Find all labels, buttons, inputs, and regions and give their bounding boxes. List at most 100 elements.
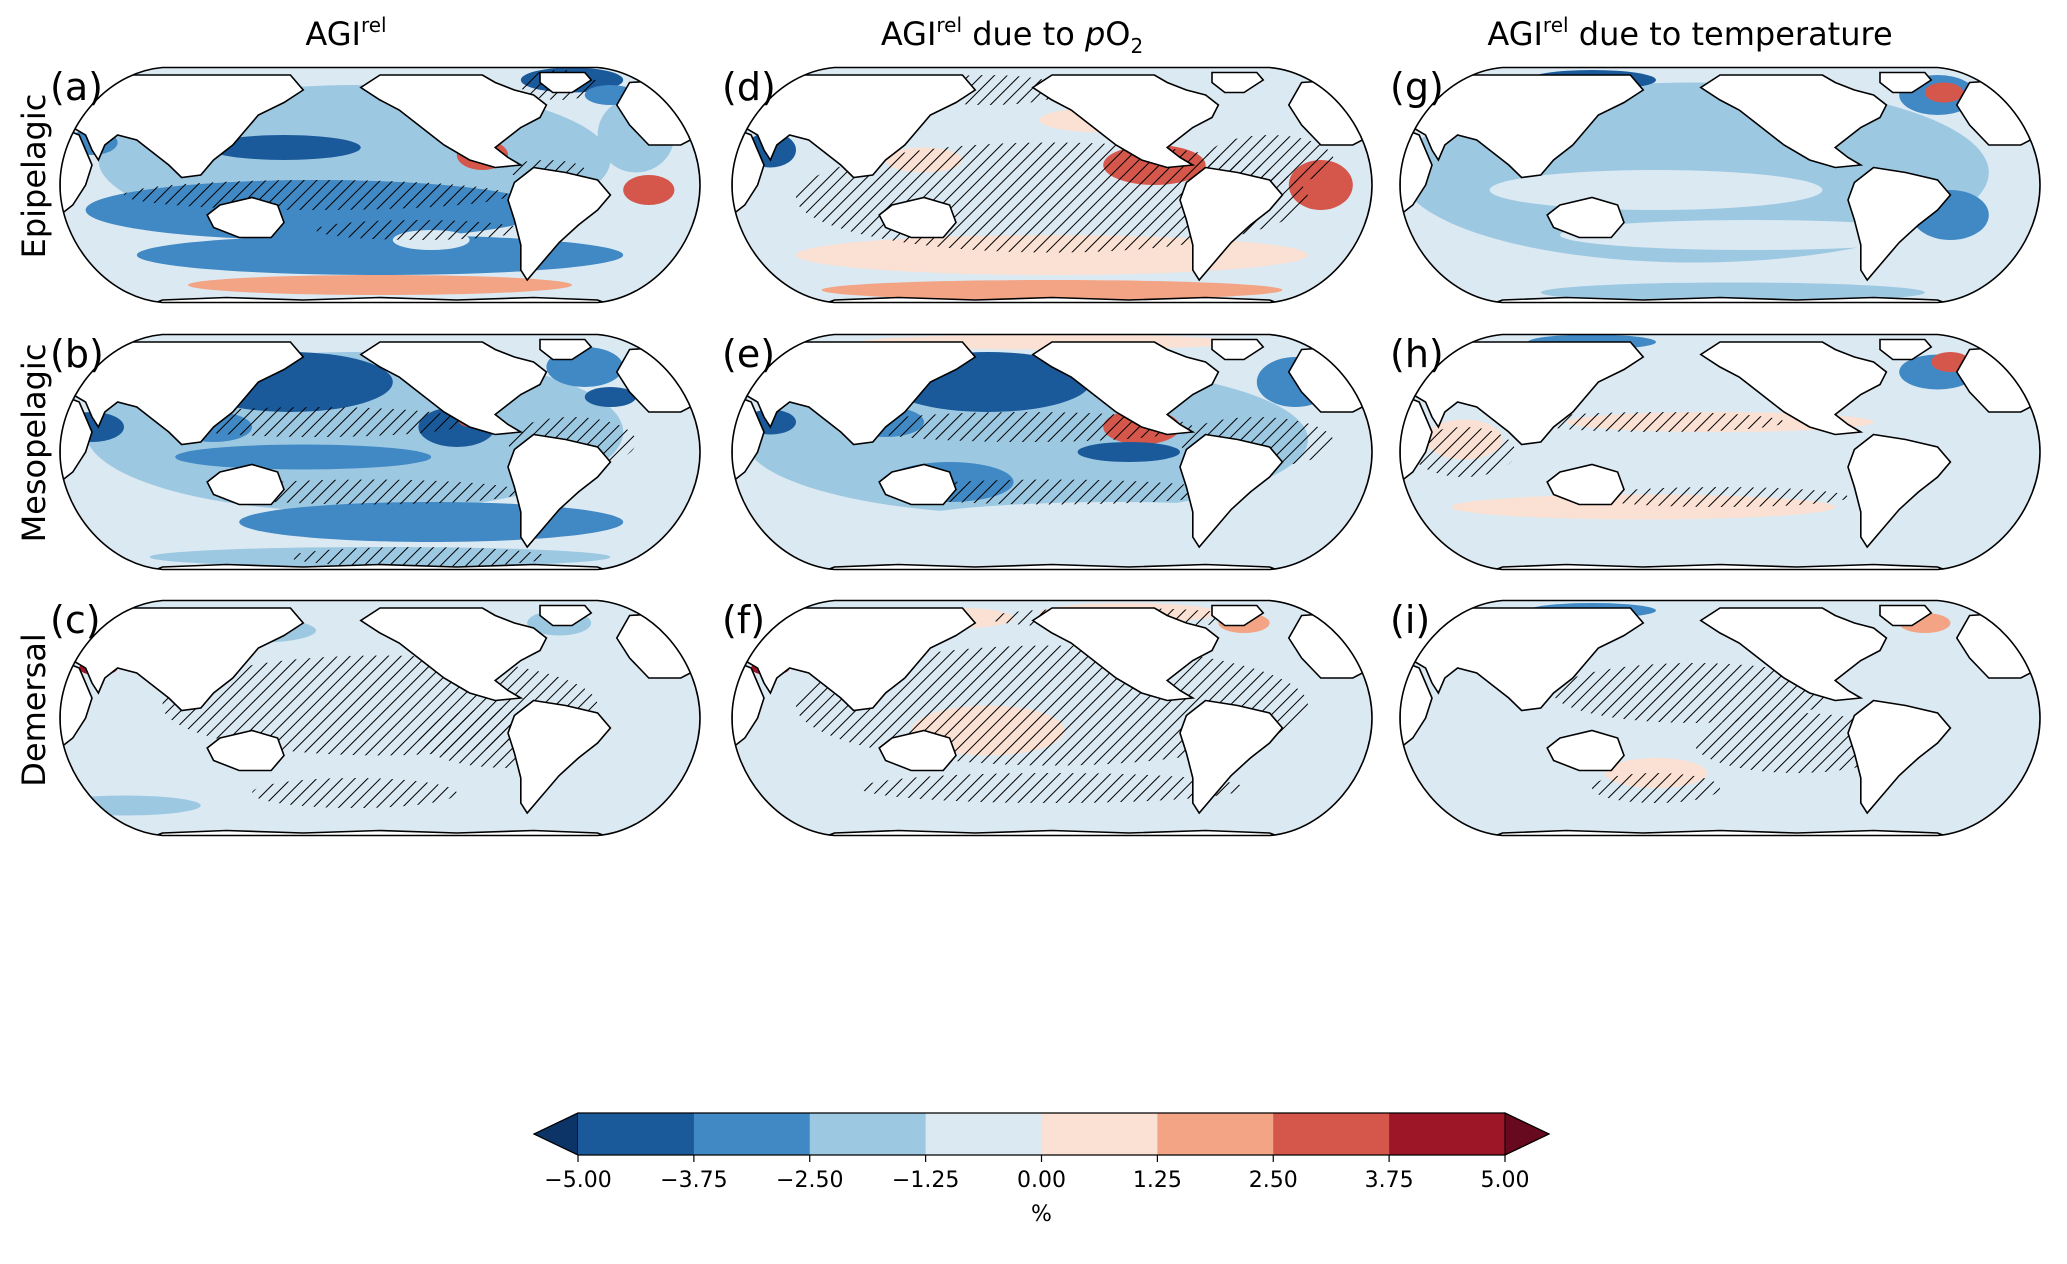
land-samerica [1847, 699, 1952, 815]
land-greenland [1879, 338, 1933, 361]
colorbar-bin [578, 1113, 695, 1155]
map-outline [1399, 333, 2041, 571]
colorbar-extend-high [1504, 1112, 1551, 1156]
colorbar-tick-label: 3.75 [1365, 1168, 1414, 1193]
panel-label-d: (d) [722, 65, 776, 109]
map-outline [59, 599, 701, 837]
land-namerica [359, 74, 548, 169]
land-namerica [1699, 607, 1888, 702]
land-samerica [1847, 166, 1952, 282]
panel-label-c: (c) [50, 598, 101, 642]
map-outline [1399, 66, 2041, 304]
colorbar-bin [1389, 1113, 1506, 1155]
land-greenland [539, 71, 593, 94]
hatched-region [1553, 663, 1836, 723]
land-eurasia [1400, 607, 1645, 712]
map-panel-a: (a) [50, 65, 701, 304]
hatched-region [252, 778, 457, 808]
colorbar-tick-label: 2.50 [1249, 1168, 1298, 1193]
land-antarctica [149, 296, 611, 303]
colorbar-bin [693, 1113, 811, 1155]
land-antarctica [1489, 829, 1951, 836]
map-outline [731, 66, 1373, 304]
hatched-region [1412, 427, 1516, 477]
panel-label-g: (g) [1390, 65, 1444, 109]
land-samerica [1847, 433, 1952, 549]
land-namerica [1699, 341, 1888, 436]
land-samerica [507, 433, 612, 549]
hatched-region [1694, 713, 1900, 773]
hatched-region [213, 479, 521, 505]
panel-label-h: (h) [1390, 332, 1444, 376]
map-panel-e: (e) [722, 332, 1373, 571]
land-antarctica [149, 829, 611, 836]
anomaly-region [885, 502, 1347, 552]
land-australia [878, 729, 957, 772]
hatched-region [124, 180, 508, 210]
land-namerica [359, 607, 548, 702]
land-namerica [359, 341, 548, 436]
anomaly-region [1540, 282, 1925, 303]
anomaly-region [623, 175, 675, 205]
land-greenland [1211, 604, 1265, 627]
map-panel-f: (f) [722, 598, 1373, 837]
map-panels: (a) (b) (c) (d) (e) (f) (g) (h) (i) [50, 65, 2041, 837]
land-eurasia [1400, 74, 1645, 179]
land-greenland [1879, 604, 1933, 627]
land-australia [878, 463, 957, 506]
hatched-region [162, 407, 470, 437]
land-samerica [1179, 699, 1284, 815]
map-outline [731, 599, 1373, 837]
row-title-epipelagic: Epipelagic [15, 94, 53, 259]
map-outline [59, 333, 701, 571]
colorbar-tick-label: −2.50 [776, 1168, 843, 1193]
colorbar-tick-label: −3.75 [660, 1168, 727, 1193]
colorbar-bin [1273, 1113, 1390, 1155]
colorbar-extend-low [532, 1112, 579, 1156]
hatched-region [1528, 412, 1784, 432]
panel-label-e: (e) [722, 332, 775, 376]
map-panel-i: (i) [1390, 598, 2041, 837]
panel-label-i: (i) [1390, 598, 1430, 642]
land-australia [206, 463, 285, 506]
land-greenland [539, 338, 593, 361]
land-australia [206, 729, 285, 772]
map-outline [59, 66, 701, 304]
land-greenland [539, 604, 593, 627]
land-eurasia [1400, 341, 1645, 446]
land-antarctica [821, 563, 1283, 570]
map-outline [731, 333, 1373, 571]
land-antarctica [821, 829, 1283, 836]
anomaly-region [175, 444, 432, 470]
map-panel-b: (b) [50, 332, 701, 571]
anomaly-region [207, 135, 361, 160]
map-panel-h: (h) [1390, 332, 2041, 571]
land-eurasia [732, 341, 977, 446]
column-title-3: AGIrel due to temperature [1487, 13, 1892, 53]
hatched-region [860, 412, 1193, 442]
hatched-region [1592, 773, 1720, 803]
anomaly-region [1489, 170, 1823, 210]
land-samerica [507, 699, 612, 815]
row-title-mesopelagic: Mesopelagic [15, 344, 53, 543]
colorbar-bin [1041, 1113, 1158, 1155]
land-greenland [1879, 71, 1933, 94]
row-title-demersal: Demersal [15, 633, 53, 787]
map-panel-d: (d) [722, 65, 1373, 304]
anomaly-region [239, 502, 624, 542]
land-samerica [507, 166, 612, 282]
hatched-region [1592, 487, 1848, 507]
land-eurasia [60, 341, 305, 446]
land-antarctica [821, 296, 1283, 303]
land-australia [878, 196, 957, 239]
colorbar-tick-label: 5.00 [1481, 1168, 1530, 1193]
map-outline [1399, 599, 2041, 837]
hatched-region [885, 479, 1219, 505]
anomaly-region [60, 795, 201, 816]
column-title-2: AGIrel due to pO2 [881, 13, 1143, 58]
colorbar-tick-label: −5.00 [544, 1168, 611, 1193]
land-australia [1546, 196, 1625, 239]
land-greenland [1211, 338, 1265, 361]
hatched-region [860, 773, 1244, 803]
